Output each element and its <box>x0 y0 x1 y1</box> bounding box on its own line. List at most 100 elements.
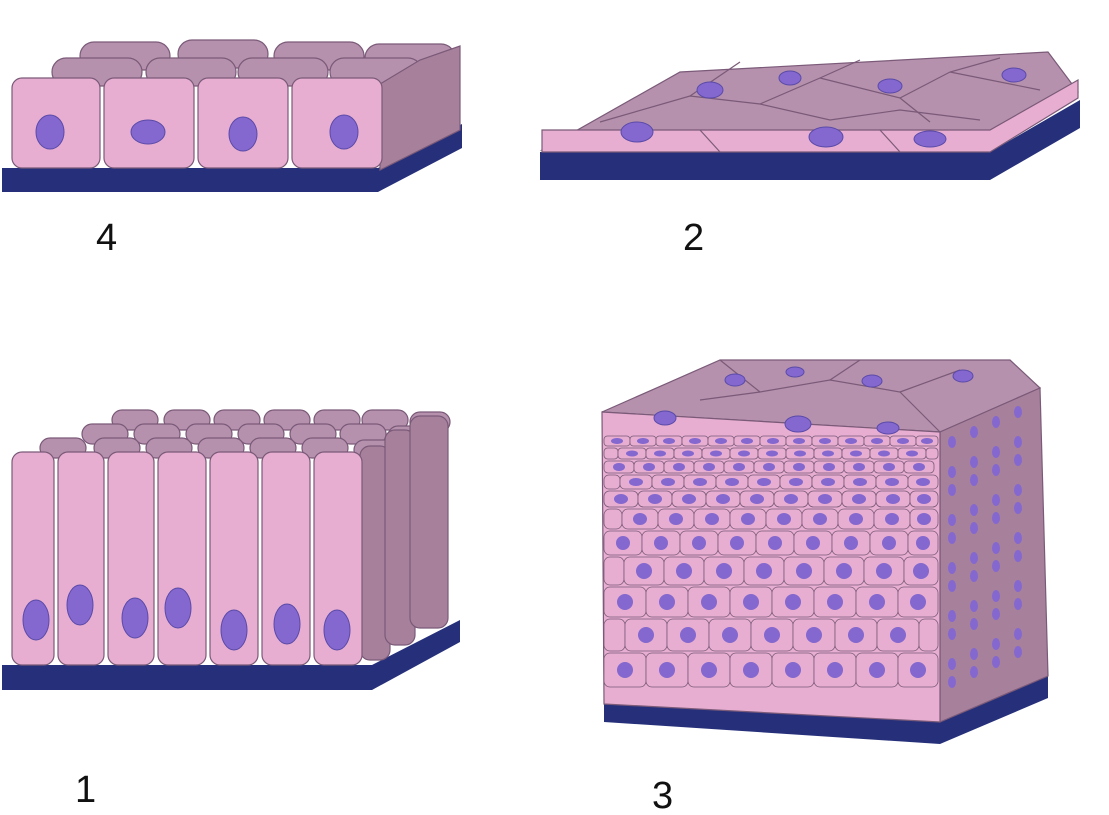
stratified-nucleus <box>793 463 805 471</box>
basement-membrane <box>2 124 462 192</box>
stratified-side-nucleus <box>1014 550 1022 562</box>
panel-label-stratified: 3 <box>652 775 673 815</box>
basement-membrane <box>2 620 460 690</box>
stratified-nucleus <box>629 478 643 486</box>
stratified-nucleus <box>750 494 764 504</box>
stratified-cell <box>918 618 939 652</box>
squamous-front <box>541 78 1079 153</box>
stratified-side <box>939 387 1049 723</box>
stratified-nucleus <box>853 478 867 486</box>
stratified-nucleus <box>613 463 625 471</box>
stratified-side-nucleus <box>970 504 978 516</box>
stratified-side-nucleus <box>1014 580 1022 592</box>
cuboidal-nuclei <box>35 114 359 152</box>
stratified-nucleus <box>823 463 835 471</box>
stratified-side-nucleus <box>970 618 978 630</box>
stratified-side-nucleus <box>992 512 1000 524</box>
stratified-nucleus <box>822 450 834 457</box>
stratified-nucleus <box>636 563 652 579</box>
stratified-side-nucleus <box>948 610 956 622</box>
stratified-nucleus <box>659 594 675 610</box>
cuboidal-front-cells <box>11 77 383 169</box>
stratified-nucleus <box>916 536 930 550</box>
stratified-side-nucleus <box>992 542 1000 554</box>
stratified-cells <box>603 406 1022 688</box>
panel-stratified <box>601 359 1049 744</box>
stratified-nucleus <box>910 662 926 678</box>
panel-cuboidal <box>2 39 462 192</box>
stratified-nucleus <box>763 463 775 471</box>
stratified-nucleus <box>693 478 707 486</box>
stratified-nucleus <box>703 463 715 471</box>
stratified-nucleus <box>722 627 738 643</box>
stratified-nucleus <box>913 563 929 579</box>
stratified-nucleus <box>766 450 778 457</box>
stratified-nucleus <box>705 513 719 525</box>
stratified-nucleus <box>616 536 630 550</box>
panel-columnar <box>2 409 460 690</box>
stratified-nucleus <box>785 662 801 678</box>
stratified-side-nucleus <box>948 466 956 478</box>
stratified-side-nucleus <box>1014 406 1022 418</box>
stratified-nucleus <box>827 594 843 610</box>
stratified-side-nucleus <box>970 600 978 612</box>
columnar-side <box>359 415 449 661</box>
stratified-side-nucleus <box>992 494 1000 506</box>
stratified-nucleus <box>850 450 862 457</box>
stratified-side-nucleus <box>948 628 956 640</box>
stratified-nucleus <box>878 450 890 457</box>
stratified-nucleus <box>793 438 805 444</box>
stratified-nucleus <box>701 594 717 610</box>
stratified-nucleus <box>716 494 730 504</box>
stratified-nucleus <box>741 513 755 525</box>
stratified-nucleus <box>643 463 655 471</box>
stratified-nucleus <box>890 627 906 643</box>
stratified-nucleus <box>743 662 759 678</box>
stratified-cell <box>603 556 625 586</box>
stratified-side-nucleus <box>970 522 978 534</box>
stratified-side-nucleus <box>1014 646 1022 658</box>
stratified-nucleus <box>626 450 638 457</box>
stratified-nucleus <box>806 627 822 643</box>
stratified-nucleus <box>741 438 753 444</box>
stratified-nucleus <box>638 627 654 643</box>
stratified-nucleus <box>637 438 649 444</box>
stratified-nucleus <box>906 450 918 457</box>
stratified-nucleus <box>682 494 696 504</box>
stratified-nucleus <box>738 450 750 457</box>
stratified-nucleus <box>701 662 717 678</box>
stratified-nucleus <box>663 438 675 444</box>
stratified-nucleus <box>785 594 801 610</box>
stratified-side-nucleus <box>992 464 1000 476</box>
stratified-side-nucleus <box>1014 532 1022 544</box>
stratified-nucleus <box>871 438 883 444</box>
stratified-nucleus <box>819 438 831 444</box>
stratified-nucleus <box>849 513 863 525</box>
stratified-side-nucleus <box>1014 598 1022 610</box>
stratified-nucleus <box>913 463 925 471</box>
stratified-side-nucleus <box>948 436 956 448</box>
panel-label-cuboidal: 4 <box>96 217 117 259</box>
stratified-nucleus <box>743 594 759 610</box>
stratified-cell <box>603 508 623 530</box>
stratified-nucleus <box>611 438 623 444</box>
stratified-nucleus <box>733 463 745 471</box>
stratified-side-nucleus <box>970 426 978 438</box>
stratified-nucleus <box>614 494 628 504</box>
stratified-nucleus <box>764 627 780 643</box>
stratified-nucleus <box>845 438 857 444</box>
basement-membrane <box>604 674 1048 744</box>
stratified-nucleus <box>869 662 885 678</box>
stratified-side-nucleus <box>948 532 956 544</box>
stratified-cell <box>925 447 939 460</box>
panel-label-columnar: 1 <box>75 769 96 811</box>
stratified-nucleus <box>725 478 739 486</box>
stratified-side-nucleus <box>1014 436 1022 448</box>
stratified-top-borders <box>699 359 961 433</box>
panel-squamous <box>539 51 1080 180</box>
stratified-nucleus <box>654 536 668 550</box>
stratified-nucleus <box>789 478 803 486</box>
stratified-top-nuclei <box>653 366 974 435</box>
stratified-cell <box>603 474 621 490</box>
stratified-side-nucleus <box>992 560 1000 572</box>
